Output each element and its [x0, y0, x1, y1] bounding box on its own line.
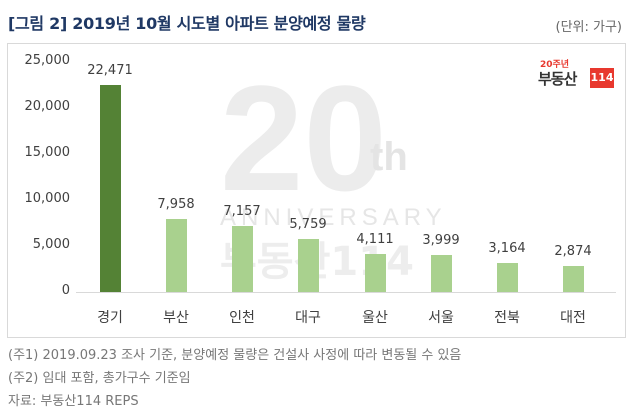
- bar-gyeonggi: [100, 85, 121, 292]
- footnote-1: (주1) 2019.09.23 조사 기준, 분양예정 물량은 건설사 사정에 …: [8, 348, 462, 363]
- logo-brand-text: 부동산: [538, 70, 577, 88]
- bar-seoul: [431, 255, 452, 292]
- x-axis-line: [76, 292, 616, 293]
- bar-daejeon: [563, 266, 584, 292]
- category-label-seoul: 서울: [428, 310, 454, 326]
- y-tick-20000: 20,000: [24, 99, 71, 114]
- value-label-daejeon: 2,874: [554, 244, 592, 259]
- source-note: 자료: 부동산114 REPS: [8, 394, 139, 409]
- bar-busan: [166, 219, 187, 292]
- figure-title: [그림 2] 2019년 10월 시도별 아파트 분양예정 물량: [8, 14, 366, 33]
- brand-logo: 20주년 부동산 114: [538, 57, 616, 91]
- category-label-ulsan: 울산: [362, 310, 388, 326]
- bar-incheon: [232, 226, 253, 292]
- value-label-daegu: 5,759: [289, 217, 327, 232]
- y-tick-0: 0: [61, 283, 70, 298]
- footnote-2: (주2) 임대 포함, 총가구수 기준임: [8, 371, 191, 386]
- category-label-jeonbuk: 전북: [494, 310, 520, 326]
- value-label-busan: 7,958: [157, 197, 195, 212]
- value-label-incheon: 7,157: [223, 204, 261, 219]
- y-tick-10000: 10,000: [24, 191, 71, 206]
- value-label-gyeonggi: 22,471: [87, 63, 133, 78]
- category-label-incheon: 인천: [229, 310, 255, 326]
- value-label-ulsan: 4,111: [356, 232, 394, 247]
- logo-brand-number: 114: [590, 68, 614, 88]
- category-label-daejeon: 대전: [560, 310, 586, 326]
- unit-label: (단위: 가구): [555, 20, 623, 35]
- category-label-daegu: 대구: [295, 310, 321, 326]
- bar-ulsan: [365, 254, 386, 292]
- y-tick-15000: 15,000: [24, 145, 71, 160]
- y-tick-5000: 5,000: [32, 237, 70, 252]
- bar-jeonbuk: [497, 263, 518, 292]
- value-label-seoul: 3,999: [422, 233, 460, 248]
- category-label-busan: 부산: [163, 310, 189, 326]
- y-tick-25000: 25,000: [24, 53, 71, 68]
- value-label-jeonbuk: 3,164: [488, 241, 526, 256]
- bar-daegu: [298, 239, 319, 292]
- category-label-gyeonggi: 경기: [97, 310, 123, 326]
- logo-anniversary-badge: 20주년: [540, 60, 570, 70]
